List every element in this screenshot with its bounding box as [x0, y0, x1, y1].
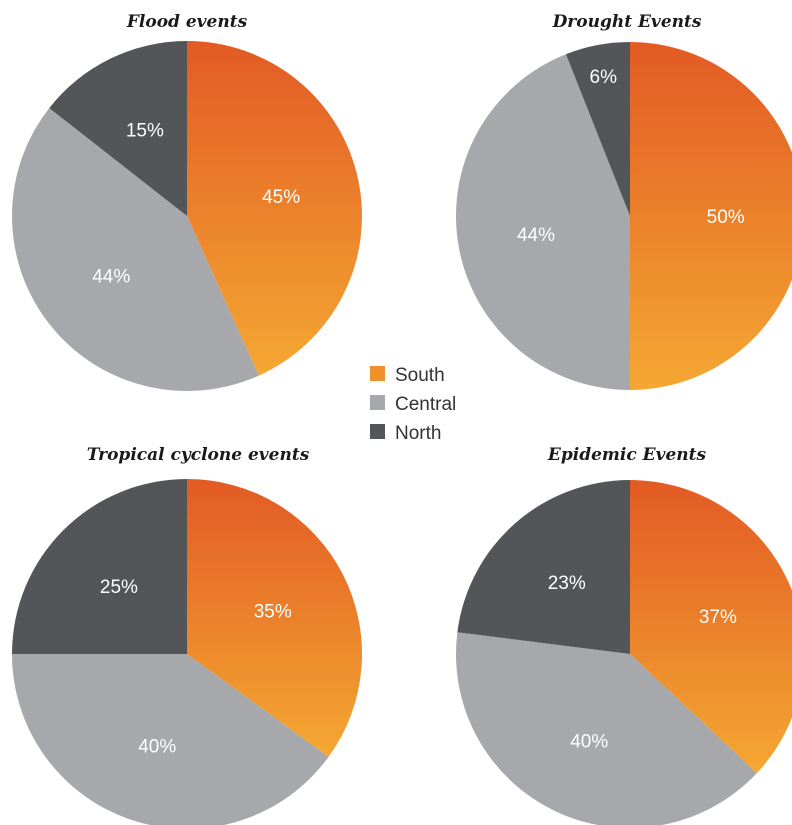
pie-slice-label-north: 23% — [548, 573, 586, 594]
pie-slice-central — [12, 654, 329, 825]
pie-slices: 37% 40% 23% — [455, 480, 792, 825]
pie-slice-south — [630, 42, 792, 390]
pie-slice-south — [187, 41, 362, 376]
legend-item-south: South — [370, 365, 445, 386]
pie-slice-label-central: 40% — [570, 732, 608, 753]
pie-epidemic-events: Epidemic Events 37% 40% 23% — [455, 445, 792, 825]
pie-slice-south — [630, 480, 792, 774]
pie-slice-label-central: 44% — [92, 266, 130, 287]
pie-slice-central — [455, 632, 757, 825]
pie-slice-label-north: 15% — [126, 120, 164, 141]
pie-flood-events: Flood events 45% 44% 15% — [12, 12, 362, 392]
legend-item-central: Central — [370, 394, 456, 415]
pie-slice-north — [12, 479, 187, 654]
pie-slice-label-south: 35% — [254, 601, 292, 622]
chart-title: Tropical cyclone events — [87, 445, 310, 465]
legend-label-central: Central — [395, 394, 456, 415]
legend-label-south: South — [395, 365, 445, 386]
pie-slice-label-central: 40% — [138, 737, 176, 758]
pie-slice-label-south: 50% — [707, 207, 745, 228]
legend-swatch-north — [370, 424, 385, 439]
legend-item-north: North — [370, 423, 441, 444]
pie-slice-label-north: 25% — [100, 577, 138, 598]
pie-drought-events: Drought Events 50% 44% 6% — [456, 12, 792, 390]
chart-title: Drought Events — [552, 12, 702, 32]
pie-tropical-cyclone-events: Tropical cyclone events 35% 40% 25% — [12, 445, 363, 825]
chart-title: Epidemic Events — [547, 445, 707, 465]
pie-slice-south — [187, 479, 363, 757]
legend-label-north: North — [395, 423, 441, 444]
legend-swatch-south — [370, 366, 385, 381]
legend: South Central North — [370, 365, 456, 444]
pie-slices: 50% 44% 6% — [456, 42, 792, 390]
pie-slice-north — [457, 480, 630, 654]
pie-slice-north — [49, 41, 187, 216]
pie-slice-label-central: 44% — [517, 225, 555, 246]
pie-slice-label-north: 6% — [590, 67, 618, 88]
legend-swatch-central — [370, 395, 385, 410]
pie-slice-label-south: 45% — [262, 187, 300, 208]
pie-slice-central — [456, 54, 630, 390]
pie-slice-central — [12, 108, 259, 392]
chart-title: Flood events — [126, 12, 248, 32]
pie-slices: 35% 40% 25% — [12, 479, 363, 825]
pie-slice-north — [565, 42, 630, 216]
pie-slice-label-south: 37% — [699, 607, 737, 628]
pie-slices: 45% 44% 15% — [12, 41, 362, 392]
